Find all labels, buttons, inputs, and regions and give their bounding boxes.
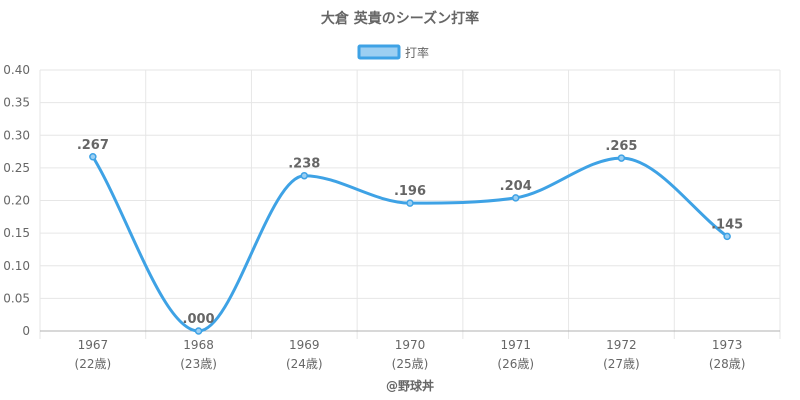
data-point[interactable] bbox=[194, 327, 203, 335]
data-point[interactable] bbox=[511, 194, 520, 202]
data-label: .145 bbox=[711, 217, 743, 232]
x-tick-label: 1973 bbox=[712, 338, 743, 352]
y-tick-label: 0.05 bbox=[3, 291, 30, 305]
y-tick-label: 0.20 bbox=[3, 194, 30, 208]
x-tick-sublabel: (27歳) bbox=[603, 357, 640, 371]
x-tick-sublabel: (28歳) bbox=[709, 357, 746, 371]
data-label: .265 bbox=[605, 139, 637, 154]
y-tick-label: 0.40 bbox=[3, 63, 30, 77]
data-point[interactable] bbox=[617, 154, 626, 162]
y-axis-ticks: 0 0.05 0.10 0.15 0.20 0.25 0.30 0.35 0.40 bbox=[3, 63, 30, 338]
data-point[interactable] bbox=[406, 199, 414, 207]
data-point[interactable] bbox=[723, 232, 731, 241]
credit-text: @野球丼 bbox=[386, 378, 434, 393]
data-label: .204 bbox=[500, 179, 532, 194]
y-tick-label: 0 bbox=[22, 324, 30, 338]
y-tick-label: 0.25 bbox=[3, 161, 30, 175]
x-tick-sublabel: (24歳) bbox=[286, 357, 323, 371]
x-tick-label: 1971 bbox=[500, 338, 531, 352]
y-tick-label: 0.35 bbox=[3, 96, 30, 110]
x-tick-label: 1970 bbox=[395, 338, 426, 352]
data-label: .238 bbox=[288, 157, 320, 172]
x-tick-sublabel: (25歳) bbox=[392, 357, 429, 371]
x-tick-label: 1968 bbox=[183, 338, 214, 352]
data-label: .267 bbox=[77, 138, 109, 153]
data-point[interactable] bbox=[89, 153, 97, 161]
y-tick-label: 0.30 bbox=[3, 128, 30, 142]
chart-title: 大倉 英貴のシーズン打率 bbox=[321, 10, 479, 27]
y-tick-label: 0.10 bbox=[3, 259, 30, 273]
series-line-batting-average bbox=[91, 156, 729, 333]
data-label: .000 bbox=[183, 312, 215, 327]
x-tick-label: 1967 bbox=[78, 338, 109, 352]
legend[interactable]: 打率 bbox=[357, 44, 429, 60]
y-tick-label: 0.15 bbox=[3, 226, 30, 240]
data-label: .196 bbox=[394, 184, 426, 199]
x-tick-sublabel: (23歳) bbox=[180, 357, 217, 371]
data-labels: .267 .000 .238 .196 .204 .265 .145 bbox=[77, 138, 743, 327]
legend-swatch bbox=[357, 44, 401, 60]
legend-label: 打率 bbox=[405, 45, 429, 60]
x-axis-ticks: 1967 (22歳) 1968 (23歳) 1969 (24歳) 1970 (25歳) 1971… bbox=[75, 338, 746, 371]
x-tick-sublabel: (22歳) bbox=[75, 357, 112, 371]
data-points bbox=[89, 153, 731, 335]
data-point[interactable] bbox=[300, 171, 309, 180]
x-tick-label: 1969 bbox=[289, 338, 320, 352]
x-tick-label: 1972 bbox=[606, 338, 637, 352]
x-tick-sublabel: (26歳) bbox=[497, 357, 534, 371]
